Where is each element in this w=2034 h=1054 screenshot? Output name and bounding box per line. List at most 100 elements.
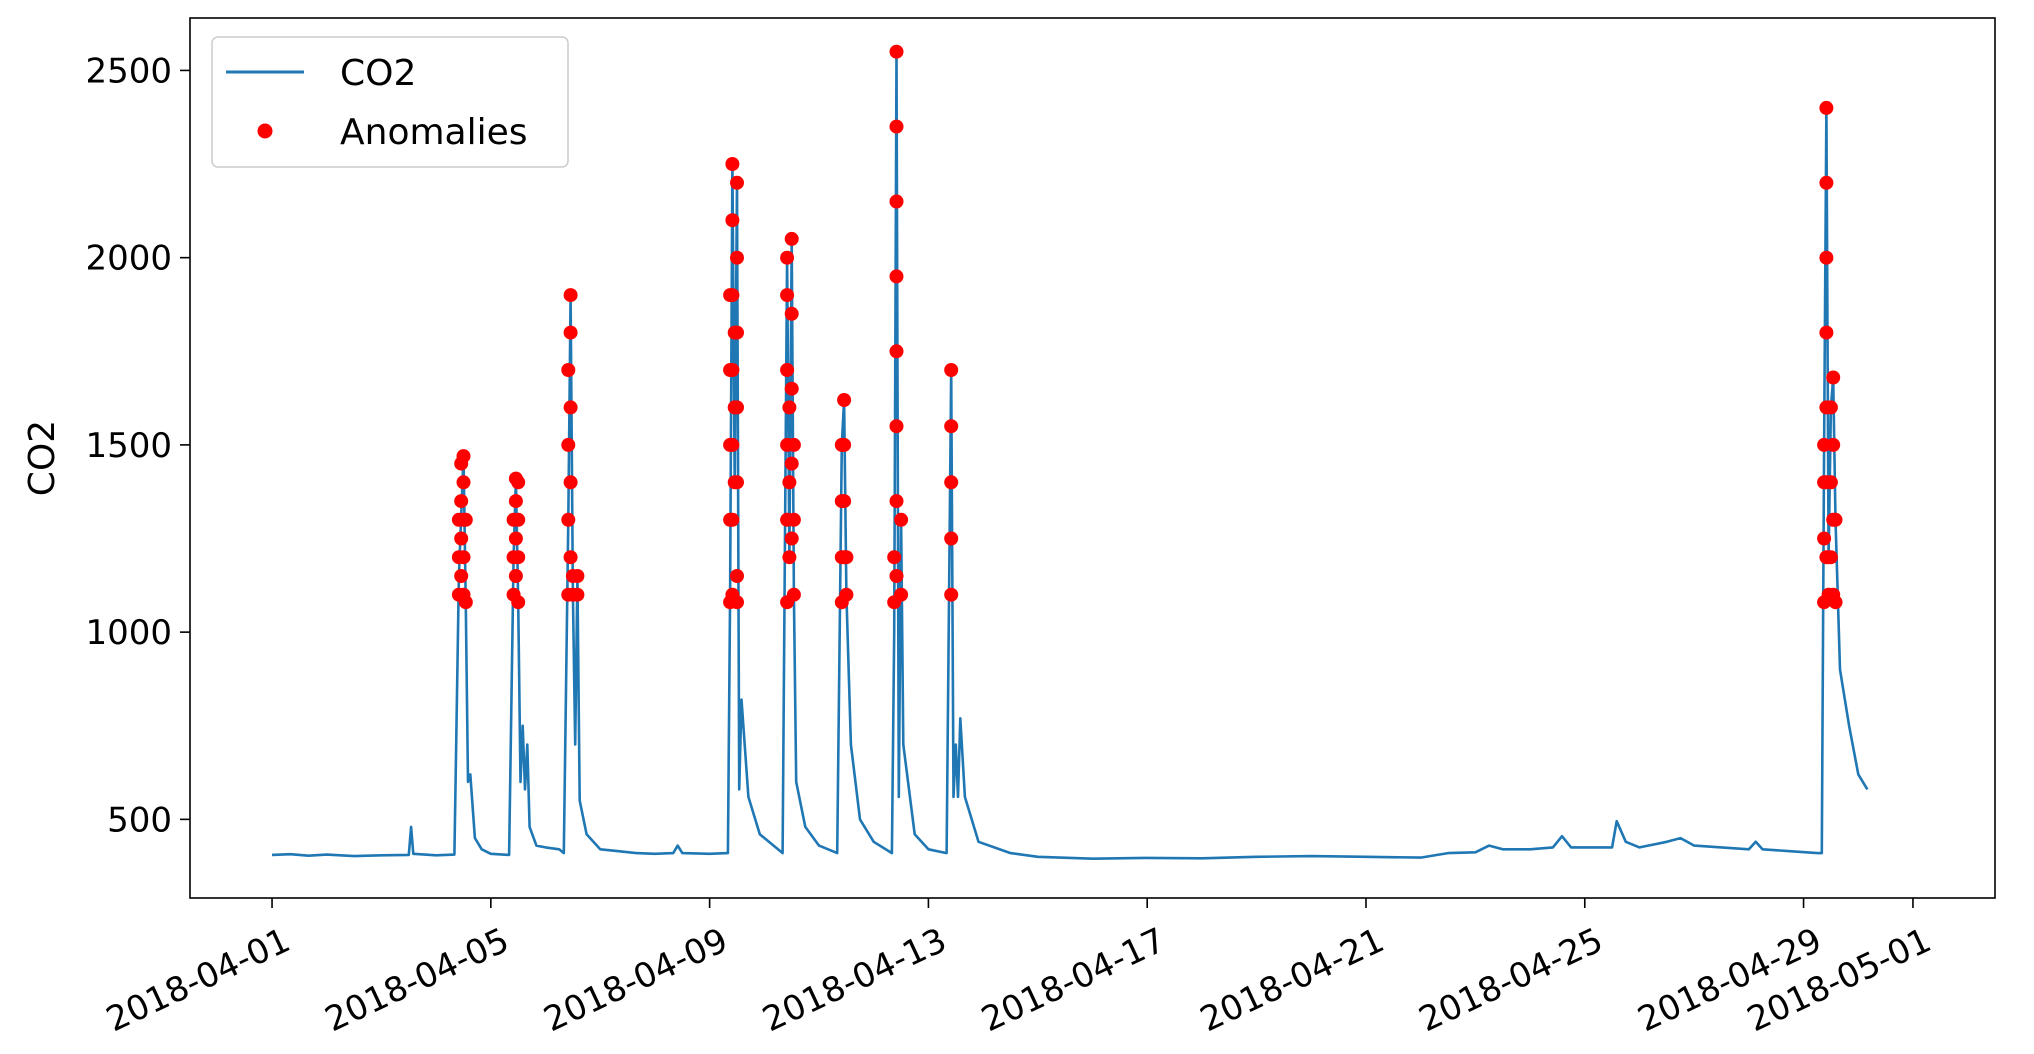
- anomaly-point: [725, 363, 740, 377]
- anomaly-point: [511, 512, 526, 527]
- anomaly-point: [889, 419, 904, 434]
- legend-box: [211, 36, 569, 168]
- y-tick-label: 2000: [85, 239, 172, 279]
- anomaly-point: [725, 288, 740, 303]
- anomaly-point: [730, 250, 744, 265]
- anomaly-point: [561, 512, 576, 527]
- anomaly-point: [889, 494, 904, 509]
- anomaly-point: [784, 456, 799, 471]
- anomaly-point: [456, 475, 471, 490]
- anomaly-point: [1819, 175, 1834, 190]
- anomaly-point: [782, 550, 797, 565]
- anomaly-point: [782, 400, 797, 415]
- anomaly-point: [1819, 250, 1834, 265]
- anomaly-point: [1823, 400, 1838, 415]
- anomaly-point: [730, 595, 744, 610]
- anomaly-point: [1819, 100, 1834, 115]
- plot-frame: [189, 17, 1996, 899]
- anomaly-point: [889, 269, 904, 284]
- anomaly-point: [511, 475, 526, 490]
- y-axis: 500 1000 1500 2000 2500: [85, 51, 190, 840]
- anomaly-point: [1826, 437, 1841, 452]
- anomaly-point: [1828, 512, 1843, 527]
- anomaly-point: [511, 550, 526, 565]
- anomaly-point: [456, 550, 471, 565]
- anomaly-point: [894, 587, 909, 602]
- anomaly-point: [725, 437, 740, 452]
- anomaly-point: [889, 194, 904, 209]
- anomaly-point: [563, 288, 578, 303]
- anomaly-point: [730, 569, 744, 583]
- anomaly-point: [944, 531, 959, 546]
- anomaly-point: [839, 587, 854, 602]
- anomaly-point: [786, 437, 801, 452]
- anomaly-point: [1819, 325, 1834, 340]
- anomaly-point: [563, 400, 578, 415]
- anomaly-point: [508, 569, 523, 583]
- anomaly-point: [563, 550, 578, 565]
- anomaly-point: [889, 569, 904, 583]
- anomaly-point: [454, 494, 469, 509]
- series-layer: [271, 44, 1869, 860]
- anomaly-point: [889, 119, 904, 134]
- y-axis-label: CO2: [22, 420, 63, 496]
- anomaly-markers: [451, 44, 1843, 610]
- anomaly-point: [784, 231, 799, 246]
- anomaly-point: [1817, 531, 1832, 546]
- anomaly-point: [944, 475, 959, 490]
- anomaly-point: [456, 449, 471, 464]
- anomaly-point: [725, 213, 740, 228]
- anomaly-point: [839, 550, 854, 565]
- anomaly-point: [889, 344, 904, 359]
- anomaly-point: [1826, 370, 1841, 385]
- anomaly-point: [458, 512, 473, 527]
- anomaly-point: [730, 325, 744, 340]
- anomaly-point: [563, 325, 578, 340]
- anomaly-point: [725, 512, 740, 527]
- anomaly-point: [894, 512, 909, 527]
- anomaly-point: [784, 306, 799, 321]
- legend-swatch-dot: [257, 123, 273, 139]
- anomaly-point: [1823, 550, 1838, 565]
- anomaly-point: [889, 44, 904, 59]
- anomaly-point: [780, 363, 795, 377]
- legend-label: CO2: [340, 53, 416, 94]
- anomaly-point: [780, 288, 795, 303]
- y-tick-label: 2500: [85, 51, 172, 91]
- anomaly-point: [458, 595, 473, 610]
- anomaly-point: [730, 475, 744, 490]
- anomaly-point: [1828, 595, 1843, 610]
- anomaly-point: [508, 531, 523, 546]
- anomaly-point: [837, 393, 852, 407]
- legend: CO2 Anomalies: [211, 36, 569, 168]
- anomaly-point: [780, 250, 795, 265]
- anomaly-point: [725, 157, 740, 171]
- anomaly-point: [730, 400, 744, 415]
- anomaly-point: [561, 363, 576, 377]
- anomaly-point: [782, 475, 797, 490]
- y-tick-label: 500: [107, 800, 172, 840]
- anomaly-point: [561, 437, 576, 452]
- anomaly-point: [784, 531, 799, 546]
- anomaly-point: [508, 494, 523, 509]
- anomaly-point: [730, 175, 744, 190]
- anomaly-point: [944, 363, 959, 377]
- anomaly-point: [1823, 475, 1838, 490]
- anomaly-point: [944, 587, 959, 602]
- anomaly-point: [511, 595, 526, 610]
- anomaly-point: [570, 587, 585, 602]
- anomaly-point: [784, 381, 799, 396]
- y-tick-label: 1000: [85, 613, 172, 653]
- anomaly-point: [454, 569, 469, 583]
- legend-label: Anomalies: [340, 112, 528, 153]
- anomaly-point: [570, 569, 585, 583]
- anomaly-point: [454, 531, 469, 546]
- y-tick-label: 1500: [85, 426, 172, 466]
- anomaly-point: [786, 587, 801, 602]
- anomaly-point: [837, 494, 852, 509]
- anomaly-point: [944, 419, 959, 434]
- anomaly-point: [786, 512, 801, 527]
- anomaly-point: [563, 475, 578, 490]
